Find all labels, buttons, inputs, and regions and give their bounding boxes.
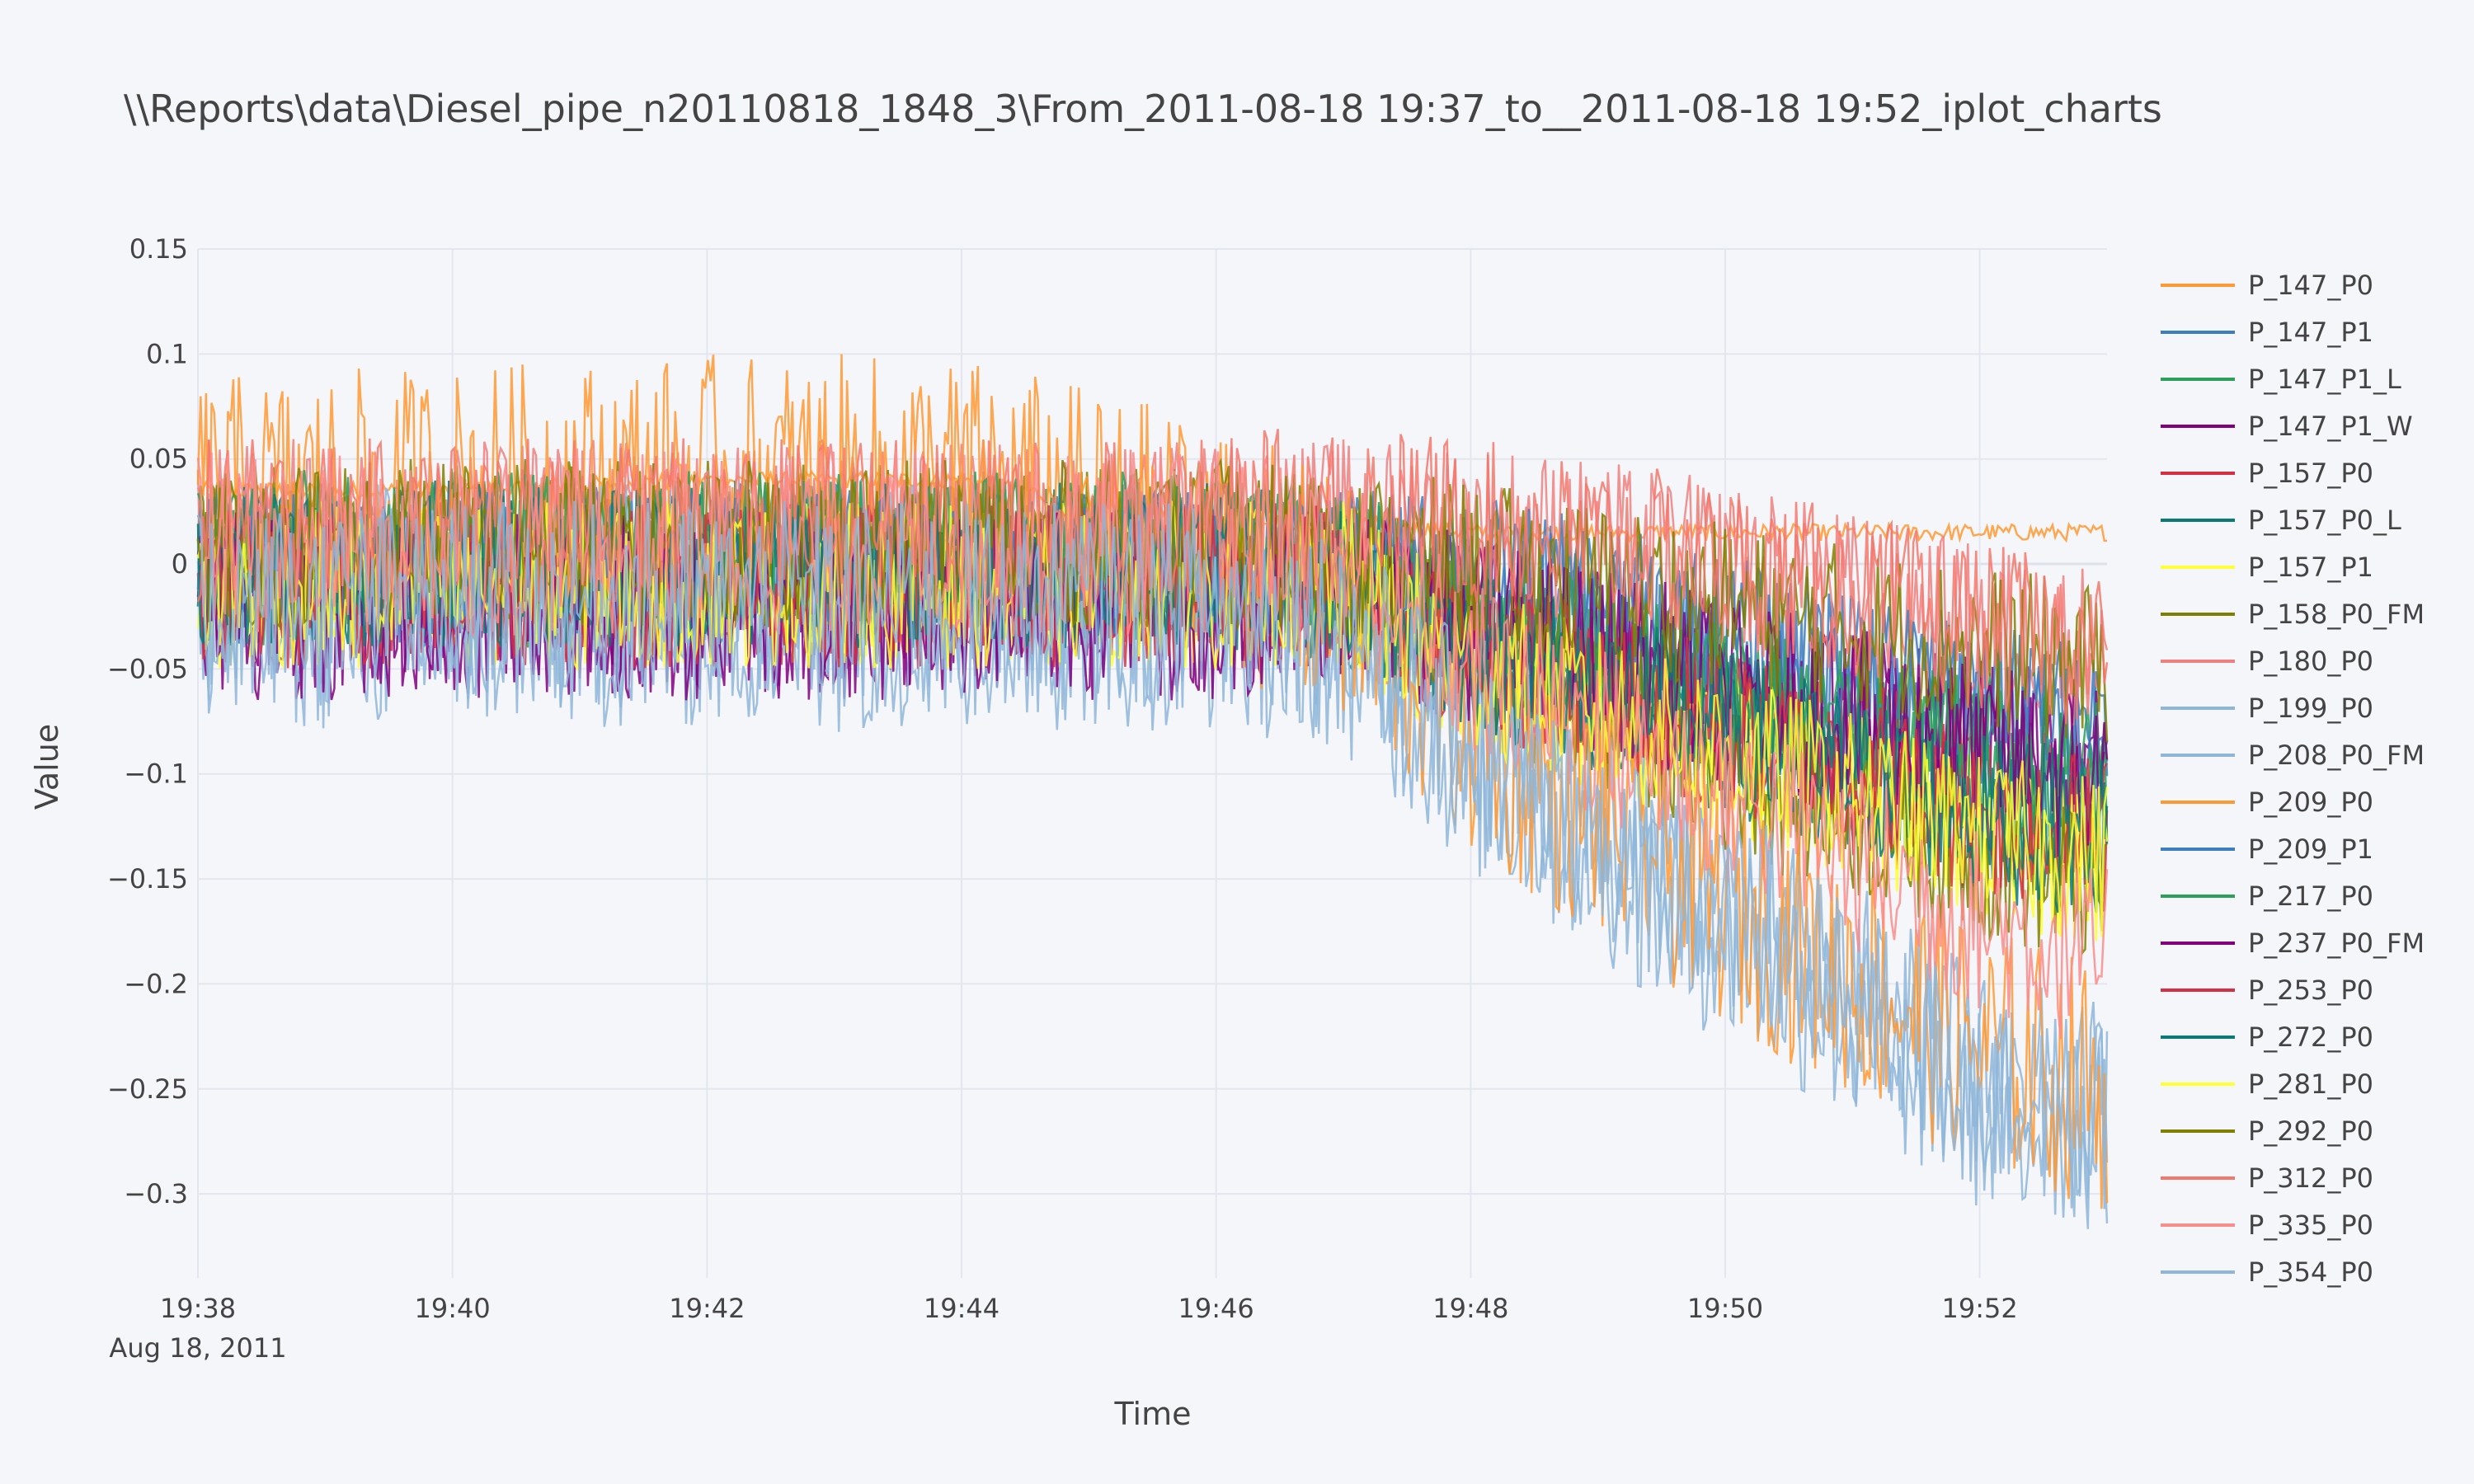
legend-label: P_157_P0_L	[2248, 505, 2401, 536]
y-axis-title: Value	[29, 724, 65, 810]
legend-label: P_157_P1	[2248, 552, 2373, 583]
series-lines	[196, 354, 2109, 1229]
x-axis-title: Time	[1114, 1396, 1192, 1432]
legend-item-P_335_P0[interactable]: P_335_P0	[2161, 1209, 2373, 1241]
x-tick-sublabel: Aug 18, 2011	[109, 1332, 286, 1364]
series-line-P_354_P0	[196, 500, 2109, 1218]
legend-item-P_199_P0[interactable]: P_199_P0	[2161, 693, 2373, 724]
legend-item-P_147_P0[interactable]: P_147_P0	[2161, 270, 2373, 301]
legend-item-P_147_P1_L[interactable]: P_147_P1_L	[2161, 364, 2401, 395]
chart-title: \\Reports\data\Diesel_pipe_n20110818_184…	[124, 87, 2162, 131]
legend-label: P_335_P0	[2248, 1209, 2373, 1241]
legend-label: P_237_P0_FM	[2248, 928, 2425, 959]
x-tick-label: 19:52	[1942, 1293, 2018, 1324]
x-tick-label: 19:48	[1432, 1293, 1508, 1324]
legend-label: P_209_P0	[2248, 787, 2373, 818]
y-tick-label: 0	[172, 548, 188, 580]
legend-item-P_157_P0_L[interactable]: P_157_P0_L	[2161, 505, 2401, 536]
legend-label: P_354_P0	[2248, 1256, 2373, 1288]
legend-item-P_281_P0[interactable]: P_281_P0	[2161, 1068, 2373, 1100]
legend-item-P_217_P0[interactable]: P_217_P0	[2161, 881, 2373, 912]
y-tick-label: −0.2	[124, 968, 188, 999]
y-tick-label: −0.3	[124, 1178, 188, 1209]
legend-item-P_237_P0_FM[interactable]: P_237_P0_FM	[2161, 928, 2425, 959]
legend-item-P_158_P0_FM[interactable]: P_158_P0_FM	[2161, 599, 2425, 630]
legend-label: P_147_P1	[2248, 317, 2373, 348]
legend-label: P_292_P0	[2248, 1115, 2373, 1147]
legend-item-P_208_P0_FM[interactable]: P_208_P0_FM	[2161, 740, 2425, 771]
x-tick-label: 19:42	[669, 1293, 745, 1324]
legend-item-P_157_P0[interactable]: P_157_P0	[2161, 458, 2373, 489]
y-tick-label: −0.1	[124, 758, 188, 790]
y-tick-label: 0.15	[129, 233, 188, 265]
legend-label: P_199_P0	[2248, 693, 2373, 724]
legend-label: P_157_P0	[2248, 458, 2373, 489]
legend-item-P_209_P1[interactable]: P_209_P1	[2161, 834, 2373, 865]
y-axis-ticks: 0.15 0.1 0.05 0 −0.05 −0.1 −0.15 −0.2 −0.25 −0.3	[107, 233, 188, 1209]
y-tick-label: 0.05	[129, 444, 188, 475]
legend-item-P_157_P1[interactable]: P_157_P1	[2161, 552, 2373, 583]
legend-item-P_272_P0[interactable]: P_272_P0	[2161, 1021, 2373, 1053]
legend-label: P_281_P0	[2248, 1068, 2373, 1100]
legend-item-P_354_P0[interactable]: P_354_P0	[2161, 1256, 2373, 1288]
legend-label: P_272_P0	[2248, 1021, 2373, 1053]
legend-label: P_180_P0	[2248, 646, 2373, 677]
x-tick-label: 19:40	[415, 1293, 491, 1324]
x-tick-label: 19:44	[924, 1293, 999, 1324]
y-tick-label: −0.25	[107, 1073, 188, 1105]
legend-label: P_147_P1_L	[2248, 364, 2401, 395]
legend-item-P_292_P0[interactable]: P_292_P0	[2161, 1115, 2373, 1147]
y-tick-label: 0.1	[146, 338, 188, 369]
legend-label: P_312_P0	[2248, 1162, 2373, 1194]
legend-label: P_253_P0	[2248, 974, 2373, 1006]
legend-label: P_147_P1_W	[2248, 411, 2413, 442]
x-tick-label: 19:50	[1687, 1293, 1763, 1324]
y-tick-label: −0.05	[107, 653, 188, 684]
series-line-P_292_P0	[196, 458, 2109, 743]
legend-item-P_209_P0[interactable]: P_209_P0	[2161, 787, 2373, 818]
x-tick-label: 19:38	[160, 1293, 236, 1324]
y-tick-label: −0.15	[107, 863, 188, 895]
legend-item-P_312_P0[interactable]: P_312_P0	[2161, 1162, 2373, 1194]
legend-label: P_209_P1	[2248, 834, 2373, 865]
legend-label: P_217_P0	[2248, 881, 2373, 912]
x-axis-ticks: 19:38 Aug 18, 2011 19:40 19:42 19:44 19:46 19:…	[109, 1293, 2017, 1364]
legend-item-P_147_P1[interactable]: P_147_P1	[2161, 317, 2373, 348]
legend-label: P_208_P0_FM	[2248, 740, 2425, 771]
legend-item-P_147_P1_W[interactable]: P_147_P1_W	[2161, 411, 2413, 442]
legend-label: P_158_P0_FM	[2248, 599, 2425, 630]
legend-label: P_147_P0	[2248, 270, 2373, 301]
legend[interactable]: P_147_P0 P_147_P1 P_147_P1_L P_147_P1_W P_15…	[2161, 270, 2425, 1288]
legend-item-P_180_P0[interactable]: P_180_P0	[2161, 646, 2373, 677]
legend-item-P_253_P0[interactable]: P_253_P0	[2161, 974, 2373, 1006]
x-tick-label: 19:46	[1178, 1293, 1254, 1324]
